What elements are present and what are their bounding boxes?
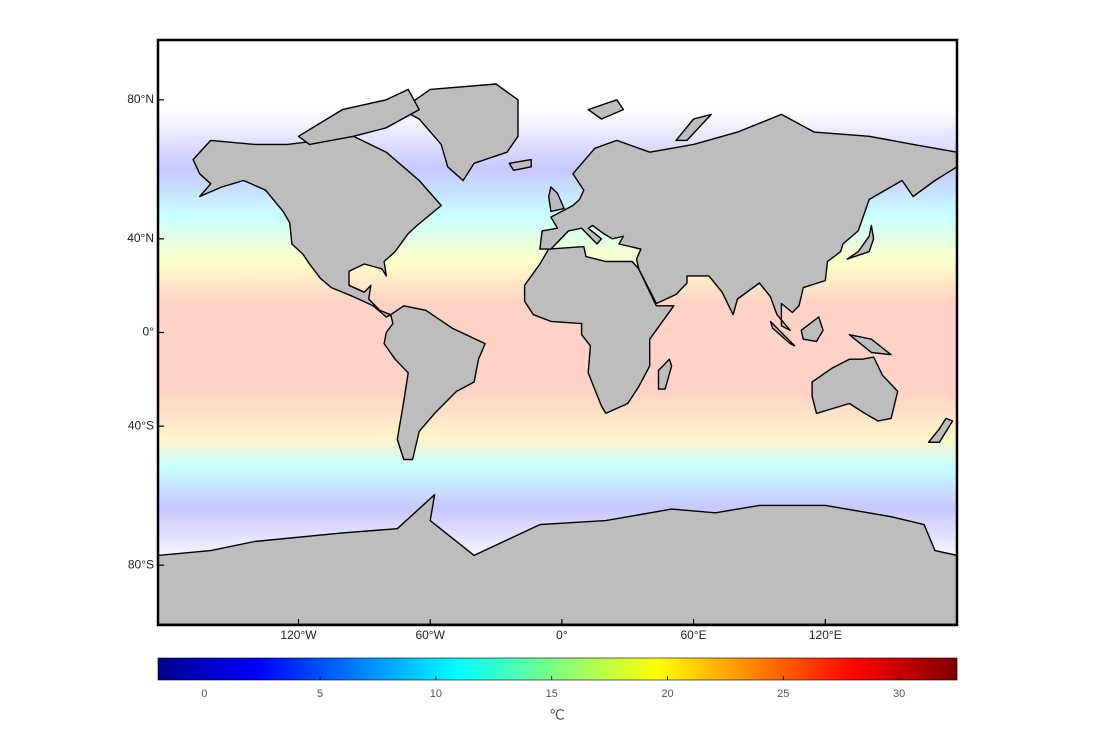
x-tick-label: 60°E xyxy=(681,628,707,642)
landmass xyxy=(401,83,519,182)
landmass xyxy=(383,305,486,461)
landmass xyxy=(587,99,625,120)
y-tick-label: 40°S xyxy=(128,418,154,432)
colorbar-tick-label: 30 xyxy=(893,688,905,700)
colorbar-tick-label: 20 xyxy=(661,688,673,700)
landmass xyxy=(657,358,673,390)
landmass xyxy=(769,320,796,347)
colorbar-label: ℃ xyxy=(549,707,565,723)
landmass xyxy=(508,158,532,172)
colorbar-tick-label: 25 xyxy=(777,688,789,700)
colorbar-tick-label: 10 xyxy=(430,688,442,700)
colorbar xyxy=(157,657,958,681)
landmass xyxy=(848,334,892,356)
y-tick-label: 80°N xyxy=(127,92,154,106)
x-tick-label: 120°E xyxy=(809,628,842,642)
x-tick-label: 0° xyxy=(556,628,568,642)
colorbar-tick-label: 15 xyxy=(546,688,558,700)
landmass xyxy=(192,135,442,318)
x-tick-label: 120°W xyxy=(280,628,317,642)
colorbar-tick-label: 0 xyxy=(201,688,207,700)
landmass xyxy=(158,494,957,625)
y-tick-label: 40°N xyxy=(127,231,154,245)
landmass xyxy=(675,113,712,142)
y-tick-label: 80°S xyxy=(128,557,154,571)
landmass xyxy=(927,417,954,443)
land xyxy=(158,83,957,625)
landmass xyxy=(523,245,675,415)
x-tick-label: 60°W xyxy=(415,628,445,642)
landmass xyxy=(548,186,565,213)
landmass xyxy=(800,316,824,343)
y-tick-label: 0° xyxy=(143,325,155,339)
landmass xyxy=(539,113,957,331)
landmass xyxy=(846,224,875,260)
landmass xyxy=(811,356,899,422)
landmass xyxy=(297,88,420,146)
colorbar-tick-label: 5 xyxy=(317,688,323,700)
